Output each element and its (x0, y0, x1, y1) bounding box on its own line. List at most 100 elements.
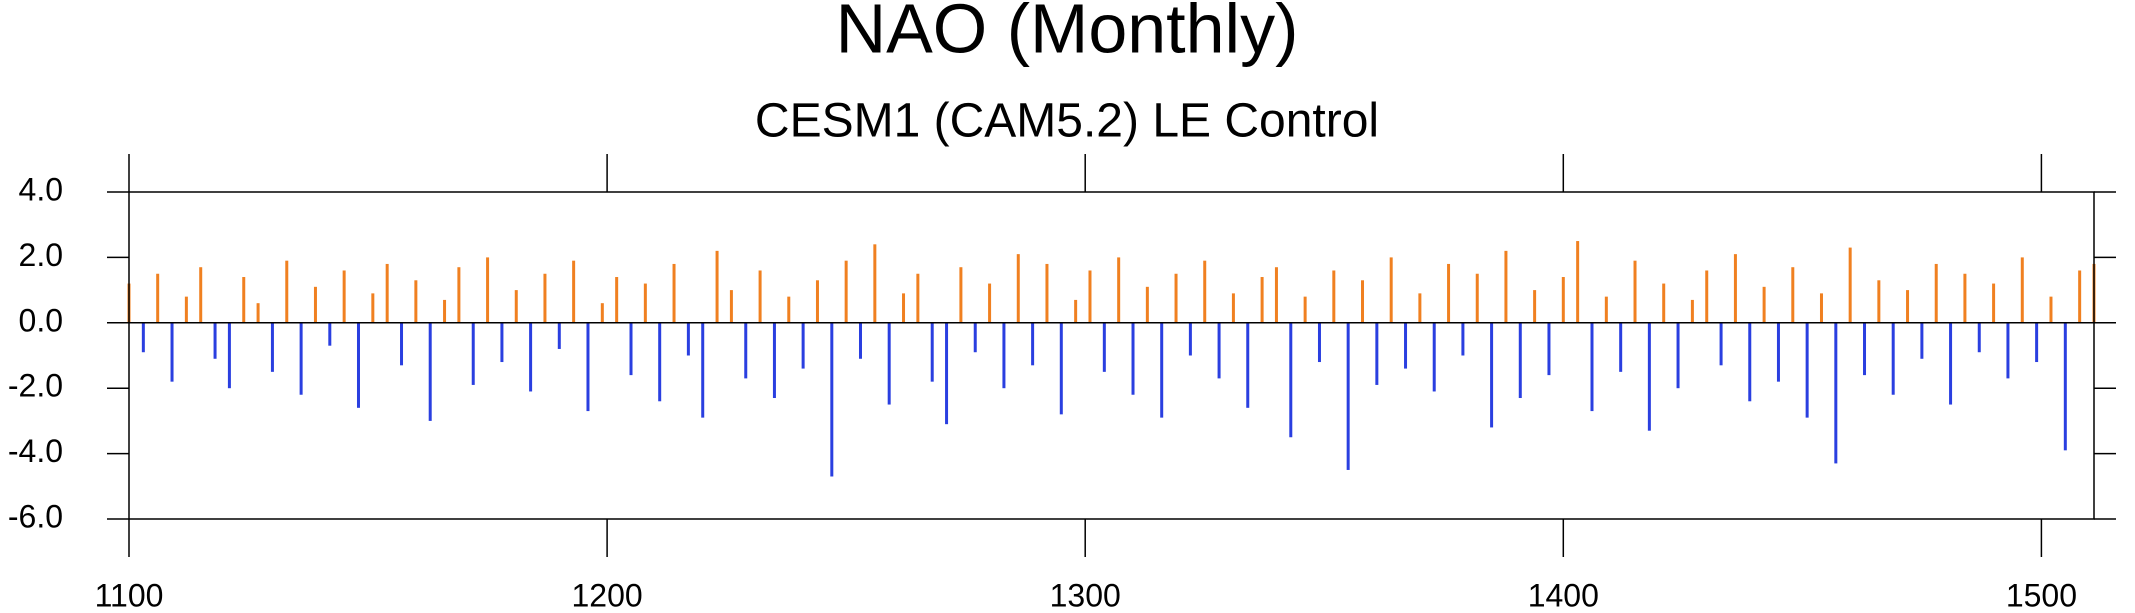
bar (1848, 247, 1852, 323)
bar (1188, 322, 1192, 356)
y-tick-label: 4.0 (19, 171, 63, 207)
bar (1447, 263, 1451, 323)
bar (1490, 322, 1494, 428)
bar (1719, 322, 1723, 366)
bar (328, 322, 332, 346)
bar (1604, 296, 1608, 323)
bar (242, 277, 246, 323)
bar (1891, 322, 1895, 395)
bar (1475, 273, 1479, 323)
bar (256, 303, 260, 323)
bar (744, 322, 748, 379)
bar (199, 267, 203, 323)
bar (658, 322, 662, 402)
bar (988, 283, 992, 323)
bar (1518, 322, 1522, 399)
y-tick-label: -4.0 (8, 433, 63, 469)
bar (414, 280, 418, 323)
bar (2063, 322, 2067, 451)
bar (930, 322, 934, 382)
bar (701, 322, 705, 418)
bar (356, 322, 360, 408)
bar (815, 280, 819, 323)
bar (572, 260, 576, 323)
bar (184, 296, 188, 323)
bar (887, 322, 891, 405)
bar (1705, 270, 1709, 323)
bar (2078, 270, 2082, 323)
bar (1733, 254, 1737, 323)
bar (170, 322, 174, 382)
bar (529, 322, 533, 392)
bar (2035, 322, 2039, 363)
bar (1906, 290, 1910, 323)
bar (1317, 322, 1321, 363)
bar (758, 270, 762, 323)
x-tick-label: 1300 (1050, 577, 1121, 613)
bar (830, 322, 834, 477)
bar (1174, 273, 1178, 323)
bar (1117, 257, 1121, 323)
bar (1690, 299, 1694, 323)
bar (1949, 322, 1953, 405)
bar (443, 299, 447, 323)
bar (1246, 322, 1250, 408)
bar (342, 270, 346, 323)
bar (1389, 257, 1393, 323)
bar (1547, 322, 1551, 376)
bar (858, 322, 862, 359)
bar (1504, 250, 1508, 323)
bar (1633, 260, 1637, 323)
bar (270, 322, 274, 372)
bar (1762, 286, 1766, 323)
bar (973, 322, 977, 353)
bar (787, 296, 791, 323)
bar (1963, 273, 1967, 323)
bar (1647, 322, 1651, 431)
bar (1332, 270, 1336, 323)
bar (1920, 322, 1924, 359)
bar (213, 322, 217, 359)
bar (1748, 322, 1752, 402)
bar (1289, 322, 1293, 438)
bar (1576, 241, 1580, 323)
bar (1131, 322, 1135, 395)
bar (1002, 322, 1006, 389)
chart-title: NAO (Monthly) (836, 0, 1299, 67)
bar (586, 322, 590, 412)
bar (543, 273, 547, 323)
bar (729, 290, 733, 323)
bar (600, 303, 604, 323)
bar (1977, 322, 1981, 353)
bar (1031, 322, 1035, 366)
bar (1791, 267, 1795, 323)
bar (299, 322, 303, 395)
bar (686, 322, 690, 356)
bar (1934, 263, 1938, 323)
bar (801, 322, 805, 369)
bar (1432, 322, 1436, 392)
bar (916, 273, 920, 323)
bar (1102, 322, 1106, 372)
bar (715, 250, 719, 323)
bar (2020, 257, 2024, 323)
bar (615, 277, 619, 323)
bar (1461, 322, 1465, 356)
bar (500, 322, 504, 363)
bar (1274, 267, 1278, 323)
x-tick-label: 1400 (1528, 577, 1599, 613)
bar (1045, 263, 1049, 323)
bar (1260, 277, 1264, 323)
x-tick-label: 1100 (95, 577, 164, 613)
bar (1375, 322, 1379, 385)
bar (1590, 322, 1594, 412)
y-tick-label: -6.0 (8, 498, 63, 534)
bar (772, 322, 776, 399)
bar (457, 267, 461, 323)
y-tick-label: 2.0 (19, 237, 63, 273)
bar (1992, 283, 1996, 323)
bar (285, 260, 289, 323)
bar (385, 263, 389, 323)
bar (141, 322, 145, 353)
